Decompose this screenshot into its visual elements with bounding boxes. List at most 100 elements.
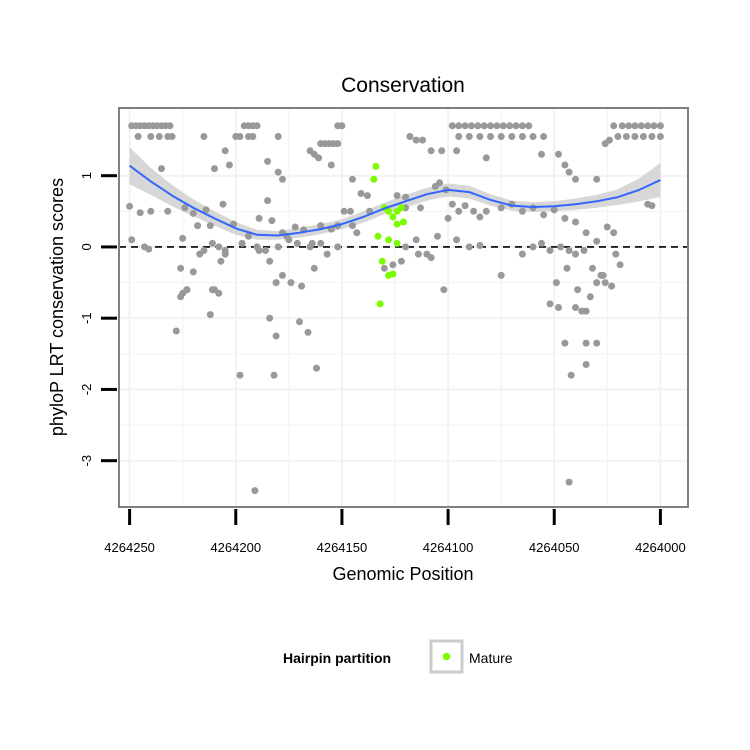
point	[540, 211, 548, 219]
point	[461, 202, 469, 210]
point	[327, 161, 335, 169]
point	[525, 122, 533, 130]
point	[402, 243, 410, 251]
point-mature	[370, 175, 378, 183]
point-mature	[389, 270, 397, 278]
y-axis-label: phyloP LRT conservation scores	[47, 178, 67, 436]
point	[518, 207, 526, 215]
point-mature	[393, 239, 401, 247]
point	[518, 250, 526, 258]
point	[208, 239, 216, 247]
point	[189, 268, 197, 276]
point	[194, 222, 202, 230]
point	[448, 122, 456, 130]
point	[419, 136, 427, 144]
point	[465, 133, 473, 140]
point	[540, 133, 548, 140]
point	[287, 279, 295, 287]
point	[217, 257, 225, 265]
point	[561, 161, 569, 169]
point	[202, 206, 210, 214]
point	[448, 200, 456, 208]
point-mature	[397, 204, 405, 212]
point	[453, 147, 461, 155]
point	[249, 133, 257, 140]
point	[476, 242, 484, 249]
point	[402, 193, 410, 201]
point	[274, 243, 282, 251]
point	[262, 247, 269, 254]
point	[211, 165, 218, 173]
point-mature	[385, 207, 393, 215]
point	[631, 133, 639, 140]
point-mature	[385, 236, 393, 244]
point	[266, 257, 274, 265]
point	[155, 133, 163, 140]
x-tick-label: 4264200	[210, 540, 261, 555]
point	[357, 190, 365, 197]
point	[461, 122, 469, 130]
point	[601, 279, 609, 287]
point	[434, 232, 441, 240]
point	[279, 271, 286, 279]
point	[412, 136, 420, 144]
point	[145, 245, 153, 253]
point	[589, 264, 596, 272]
point	[438, 147, 446, 155]
point-mature	[393, 220, 401, 228]
point	[236, 371, 244, 379]
smooth-fit-line	[129, 164, 661, 237]
point	[323, 250, 331, 258]
point	[618, 122, 626, 130]
point-mature	[374, 232, 382, 240]
point	[215, 243, 223, 251]
point	[270, 371, 278, 379]
point	[631, 122, 639, 130]
point	[206, 311, 214, 319]
point	[166, 122, 174, 130]
point	[552, 279, 560, 287]
point	[253, 122, 261, 130]
point	[529, 133, 537, 140]
point	[482, 154, 490, 162]
point	[255, 214, 263, 222]
point	[221, 147, 229, 155]
point	[476, 213, 484, 221]
point	[363, 192, 371, 200]
point	[274, 168, 282, 176]
legend-title: Hairpin partition	[283, 650, 391, 666]
point	[179, 234, 187, 242]
point	[470, 207, 478, 215]
point	[561, 214, 569, 222]
point	[565, 168, 573, 176]
point	[298, 282, 306, 290]
point	[455, 122, 463, 130]
x-tick-label: 4264150	[317, 540, 368, 555]
x-axis: 4264250 4264200 4264150 4264100 4264050 42640…	[104, 509, 686, 555]
point	[183, 286, 191, 294]
point	[555, 150, 562, 158]
legend: Hairpin partition Mature	[283, 639, 513, 674]
point	[497, 271, 505, 279]
point	[274, 133, 282, 140]
point	[546, 247, 554, 254]
point	[476, 133, 484, 140]
point	[593, 237, 601, 245]
point	[291, 223, 299, 231]
point	[238, 239, 246, 247]
point	[126, 202, 134, 210]
point	[317, 222, 325, 230]
point	[158, 165, 165, 173]
point	[572, 218, 579, 226]
point	[393, 192, 401, 200]
point	[338, 122, 346, 130]
point	[272, 279, 280, 287]
point	[563, 264, 571, 272]
y-tick-label: -2	[79, 384, 94, 396]
chart-title: Conservation	[341, 74, 465, 97]
point	[614, 133, 622, 140]
x-tick-label: 4264000	[635, 540, 686, 555]
point	[538, 150, 545, 158]
x-tick-label: 4264100	[423, 540, 474, 555]
point	[436, 179, 444, 187]
